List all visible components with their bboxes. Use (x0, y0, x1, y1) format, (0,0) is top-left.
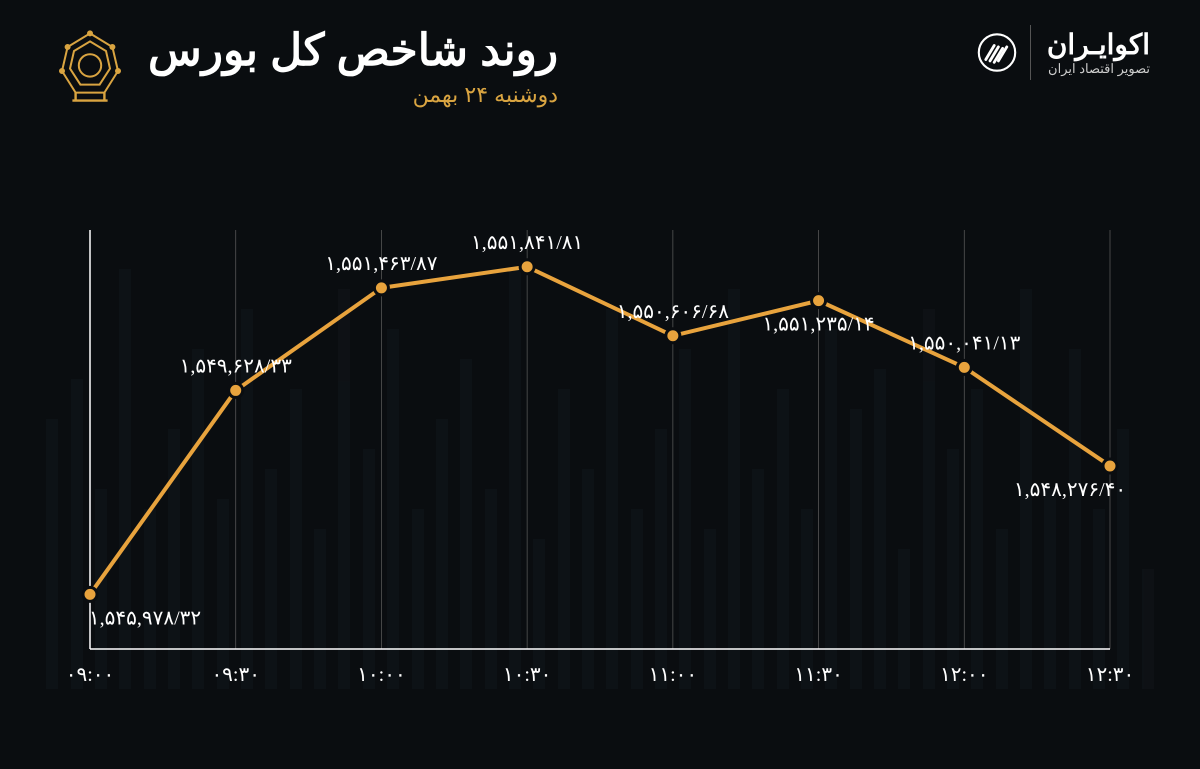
x-axis-label: ۰۹:۰۰ (70, 664, 114, 686)
data-value-label: ۱,۵۵۰,۰۴۱/۱۳ (908, 332, 1020, 354)
page-title: روند شاخص کل بورس (148, 25, 558, 76)
data-value-label: ۱,۵۵۱,۴۶۳/۸۷ (325, 253, 437, 275)
data-value-label: ۱,۵۵۰,۶۰۶/۶۸ (617, 301, 729, 323)
brand-name: اکوایـران (1047, 28, 1150, 61)
header: اکوایـران تصویر اقتصاد ایران روند شاخص ک… (50, 25, 1150, 108)
brand-block: اکوایـران تصویر اقتصاد ایران (976, 25, 1150, 80)
title-block: روند شاخص کل بورس دوشنبه ۲۴ بهمن (50, 25, 558, 108)
page-subtitle: دوشنبه ۲۴ بهمن (148, 82, 558, 108)
data-value-label: ۱,۵۴۹,۶۲۸/۳۳ (180, 355, 292, 377)
data-value-label: ۱,۵۵۱,۲۳۵/۱۴ (762, 314, 874, 336)
data-value-label: ۱,۵۴۸,۲۷۶/۴۰ (1014, 479, 1126, 501)
brand-icon (976, 25, 1031, 80)
data-value-label: ۱,۵۵۱,۸۴۱/۸۱ (471, 232, 583, 254)
x-axis-label: ۱۰:۳۰ (503, 664, 552, 686)
x-axis-label: ۱۲:۳۰ (1086, 664, 1130, 686)
x-axis-label: ۱۱:۰۰ (649, 664, 698, 686)
emblem-icon (50, 27, 130, 107)
data-value-label: ۱,۵۴۵,۹۷۸/۳۲ (89, 607, 201, 629)
x-axis-label: ۰۹:۳۰ (211, 664, 260, 686)
x-axis-label: ۱۰:۰۰ (357, 664, 406, 686)
x-axis-label: ۱۱:۳۰ (794, 664, 843, 686)
x-axis-label: ۱۲:۰۰ (940, 664, 989, 686)
line-chart: ۱,۵۴۵,۹۷۸/۳۲ ۱,۵۴۹,۶۲۸/۳۳ ۱,۵۵۱,۴۶۳/۸۷ ۱,۵۵… (70, 180, 1130, 709)
brand-tagline: تصویر اقتصاد ایران (1047, 61, 1150, 77)
